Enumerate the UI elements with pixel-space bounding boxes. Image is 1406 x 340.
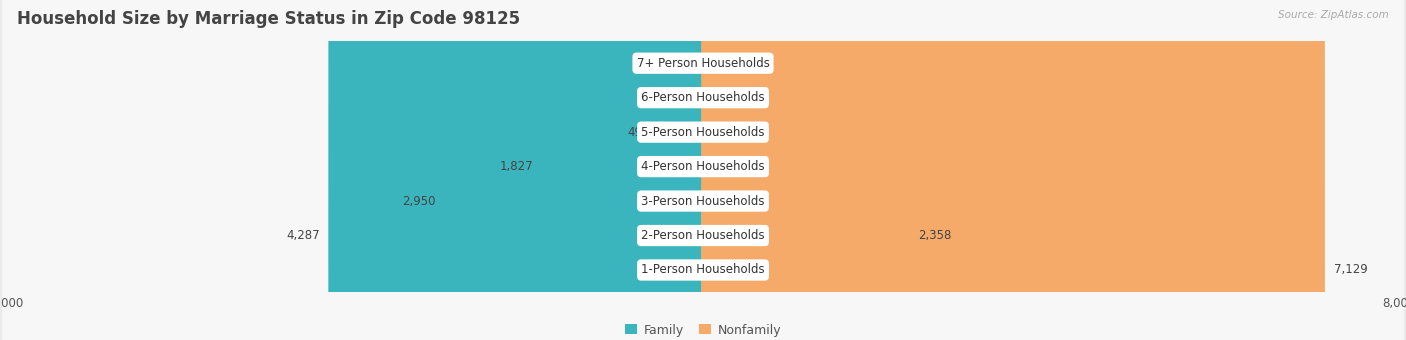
FancyBboxPatch shape [702, 0, 711, 340]
FancyBboxPatch shape [3, 0, 1403, 340]
FancyBboxPatch shape [702, 0, 716, 340]
Text: Source: ZipAtlas.com: Source: ZipAtlas.com [1278, 10, 1389, 20]
FancyBboxPatch shape [702, 0, 709, 340]
Text: 2,950: 2,950 [402, 194, 436, 207]
FancyBboxPatch shape [3, 0, 1403, 340]
Text: 2-Person Households: 2-Person Households [641, 229, 765, 242]
Text: 7,129: 7,129 [1334, 264, 1368, 276]
Text: 2,358: 2,358 [918, 229, 952, 242]
FancyBboxPatch shape [444, 0, 704, 340]
FancyBboxPatch shape [3, 0, 1403, 340]
Text: 43: 43 [717, 91, 733, 104]
Text: 1-Person Households: 1-Person Households [641, 264, 765, 276]
Text: 90: 90 [669, 91, 685, 104]
FancyBboxPatch shape [658, 0, 704, 340]
Text: 5-Person Households: 5-Person Households [641, 126, 765, 139]
FancyBboxPatch shape [543, 0, 704, 340]
Text: 6-Person Households: 6-Person Households [641, 91, 765, 104]
Text: Household Size by Marriage Status in Zip Code 98125: Household Size by Marriage Status in Zip… [17, 10, 520, 28]
FancyBboxPatch shape [702, 0, 910, 340]
FancyBboxPatch shape [702, 0, 714, 340]
Text: 1,827: 1,827 [501, 160, 534, 173]
Text: 7+ Person Households: 7+ Person Households [637, 57, 769, 70]
Text: 108: 108 [723, 160, 745, 173]
FancyBboxPatch shape [693, 0, 704, 340]
Text: 285: 285 [738, 194, 761, 207]
Text: 3-Person Households: 3-Person Households [641, 194, 765, 207]
FancyBboxPatch shape [3, 0, 1403, 340]
Text: 4-Person Households: 4-Person Households [641, 160, 765, 173]
FancyBboxPatch shape [3, 0, 1403, 340]
FancyBboxPatch shape [696, 0, 704, 340]
FancyBboxPatch shape [702, 0, 1324, 340]
FancyBboxPatch shape [3, 0, 1403, 340]
Text: 496: 496 [627, 126, 650, 139]
FancyBboxPatch shape [3, 0, 1403, 340]
Text: 66: 66 [672, 57, 686, 70]
Text: 0: 0 [713, 57, 721, 70]
FancyBboxPatch shape [329, 0, 704, 340]
Text: 4,287: 4,287 [285, 229, 319, 242]
FancyBboxPatch shape [702, 0, 730, 340]
Legend: Family, Nonfamily: Family, Nonfamily [620, 319, 786, 340]
Text: 126: 126 [724, 126, 747, 139]
